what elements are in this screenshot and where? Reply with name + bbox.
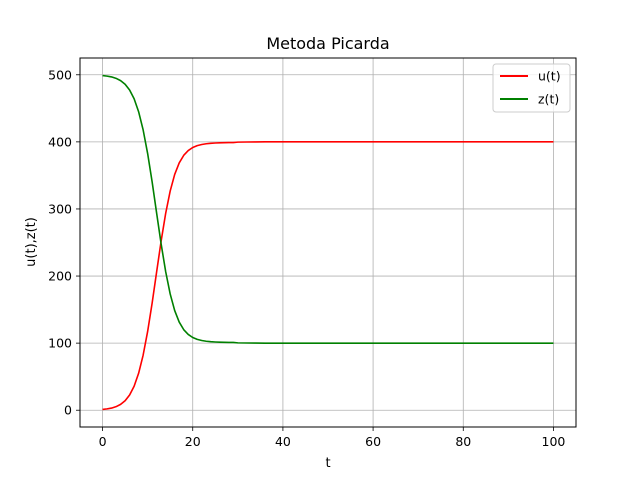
x-tick-label: 20 [185,434,201,449]
legend: u(t) z(t) [492,63,571,113]
chart-title: Metoda Picarda [266,34,389,53]
series-line-z [102,74,554,344]
x-tick-label: 40 [275,434,291,449]
legend-label-u: u(t) [538,69,561,84]
x-tick-label: 60 [365,434,381,449]
y-tick-label: 300 [48,201,72,216]
y-tick-label: 0 [64,403,72,418]
y-tick-label: 400 [48,134,72,149]
series-lines [102,74,554,411]
y-tick-label: 200 [48,269,72,284]
series-line-u [102,141,554,411]
x-tick-label: 0 [99,434,107,449]
x-tick-label: 80 [455,434,471,449]
plot-frame [79,57,577,428]
y-axis-label: u(t),z(t) [24,217,39,267]
x-axis-label: t [325,456,330,471]
x-axis-ticks: 0 20 40 60 80 100 [99,427,566,449]
y-axis-ticks: 0 100 200 300 400 500 [48,67,80,418]
legend-label-z: z(t) [538,92,559,107]
y-tick-label: 500 [48,67,72,82]
y-tick-label: 100 [48,336,72,351]
x-tick-label: 100 [542,434,566,449]
